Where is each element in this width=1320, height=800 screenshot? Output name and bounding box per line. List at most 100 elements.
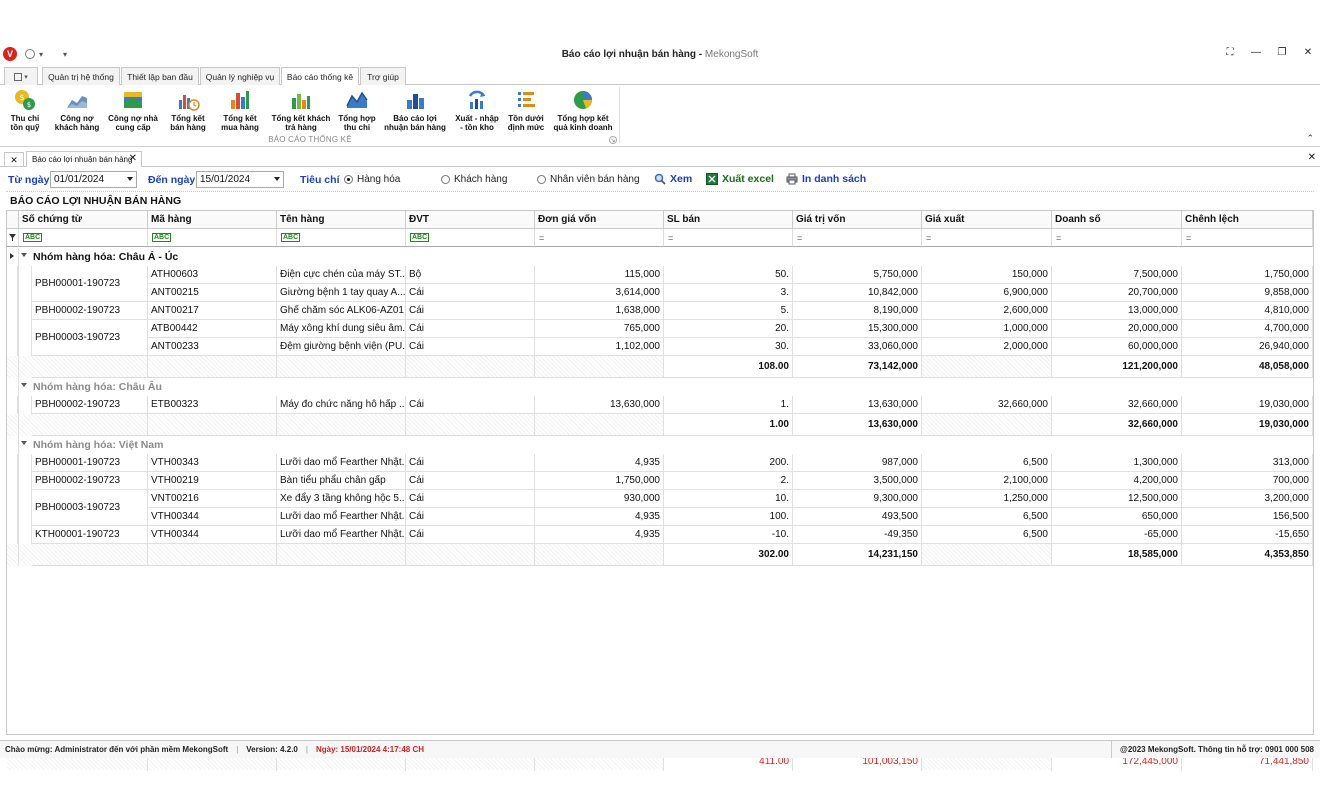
cell-cost: 930,000 [535,490,664,508]
export-excel-button[interactable]: Xuất excel [706,173,774,185]
table-row[interactable]: VTH00344 Lưỡi dao mổ Fearther Nhật... Cái 4… [7,526,1313,544]
report-grid[interactable]: Số chứng từ Mã hàng Tên hàng ĐVT Đơn giá vốn… [6,210,1314,771]
view-button[interactable]: Xem [654,173,692,185]
pie-chart-icon [571,88,595,112]
close-window-button[interactable]: ✕ [1303,47,1313,58]
group-summary-row: 302.00 14,231,150 18,585,000 4,353,850 [7,544,1313,566]
cell-cost_total: -49,350 [793,526,922,544]
filter-cell-diff[interactable]: = [1182,229,1313,247]
cong-no-nha-cung-cap-button[interactable]: Công nợ nhà cung cấp [103,88,163,132]
group-row[interactable]: Nhóm hàng hóa: Châu Á - Úc [7,248,1313,266]
cell-diff: 313,000 [1182,454,1313,472]
doc-tab-bao-cao-loi-nhuan[interactable]: Báo cáo lợi nhuận bán hàng ✕ [26,151,142,167]
filter-row-indicator-icon[interactable] [7,229,19,247]
filter-cell-qty[interactable]: = [664,229,793,247]
radio-hang-hoa[interactable]: Hàng hóa [344,174,400,185]
filter-cell-unit[interactable]: ABC [406,229,535,247]
app-logo-icon[interactable]: V [3,47,17,61]
tab-quan-tri-he-thong[interactable]: Quản trị hệ thống [42,67,120,85]
tong-ket-mua-hang-button[interactable]: Tổng kết mua hàng [210,88,270,132]
from-date-picker[interactable]: 01/01/2024 [50,171,137,188]
close-all-tabs-button[interactable]: ✕ [4,152,24,167]
chevron-down-icon [274,177,280,181]
filter-cell-doc[interactable]: ABC [19,229,148,247]
table-row[interactable]: VNT00216 Xe đẩy 3 tầng không hộc 5... Cái 9… [7,490,1313,508]
table-row[interactable]: VTH00343 Lưỡi dao mổ Fearther Nhật... Cái 4… [7,454,1313,472]
cell-revenue: -65,000 [1052,526,1182,544]
cell-name: Máy xông khí dung siêu âm... [277,320,406,338]
column-header-code[interactable]: Mã hàng [148,211,277,229]
quick-access-circle-icon[interactable] [25,49,35,59]
table-row[interactable]: ANT00233 Đệm giường bệnh viện (PU... Cái 1,… [7,338,1313,356]
column-header-diff[interactable]: Chênh lệch [1182,211,1313,229]
cell-cost: 3,614,000 [535,284,664,302]
summary-qty: 108.00 [664,356,793,378]
collapse-group-icon[interactable] [21,253,27,257]
tab-thiet-lap-ban-dau[interactable]: Thiết lập ban đầu [121,67,199,85]
window-title: Báo cáo lợi nhuận bán hàng - MekongSoft [561,48,759,60]
xuat-nhap-ton-kho-button[interactable]: Xuất - nhập - tồn kho [447,88,507,132]
to-date-picker[interactable]: 15/01/2024 [196,171,284,188]
radio-khach-hang[interactable]: Khách hàng [441,174,507,185]
cell-name: Xe đẩy 3 tầng không hộc 5... [277,490,406,508]
filter-cell-code[interactable]: ABC [148,229,277,247]
ribbon-collapse-icon[interactable]: ⌃ [1306,133,1314,143]
filter-bar: Từ ngày 01/01/2024 Đến ngày 15/01/2024 T… [0,169,1320,191]
column-header-doc[interactable]: Số chứng từ [19,211,148,229]
tab-quan-ly-nghiep-vu[interactable]: Quản lý nghiệp vụ [200,67,280,85]
tong-ket-khach-tra-hang-button[interactable]: Tổng kết khách trả hàng [270,88,332,132]
bao-cao-loi-nhuan-ban-hang-button[interactable]: Báo cáo lợi nhuận bán hàng [383,88,447,132]
filter-cell-cost[interactable]: = [535,229,664,247]
minimize-button[interactable]: — [1251,47,1261,58]
table-row[interactable]: VTH00344 Lưỡi dao mổ Fearther Nhật... Cái 4… [7,508,1313,526]
table-row[interactable]: ATH00603 Điện cực chén của máy ST... Bộ 115… [7,266,1313,284]
fullscreen-icon[interactable]: ⛶ [1226,47,1234,58]
app-menu-button[interactable]: ▾ [4,67,38,85]
collapse-group-icon[interactable] [21,383,27,387]
summary-cost_total: 13,630,000 [793,414,922,436]
filter-cell-price[interactable]: = [922,229,1052,247]
close-document-button[interactable]: ✕ [1307,152,1316,163]
tong-hop-thu-chi-button[interactable]: Tổng hợp thu chi [327,88,387,132]
group-row[interactable]: Nhóm hàng hóa: Việt Nam [7,436,1313,454]
column-header-name[interactable]: Tên hàng [277,211,406,229]
column-header-revenue[interactable]: Doanh số [1052,211,1182,229]
group-row[interactable]: Nhóm hàng hóa: Châu Âu [7,378,1313,396]
stacked-chart-icon [121,88,145,112]
tab-tro-giup[interactable]: Trợ giúp [360,67,406,85]
table-row[interactable]: ANT00217 Ghế chăm sóc ALK06-AZ01 Cái 1,638,… [7,302,1313,320]
tab-bao-cao-thong-ke[interactable]: Báo cáo thống kê [281,67,359,86]
close-tab-icon[interactable]: ✕ [128,153,137,164]
filter-cell-revenue[interactable]: = [1052,229,1182,247]
bar-clock-icon [176,88,200,112]
cell-price: 1,250,000 [922,490,1052,508]
cell-name: Điện cực chén của máy ST... [277,266,406,284]
quick-access-dropdown-icon[interactable]: ▾ [39,49,44,59]
cong-no-khach-hang-button[interactable]: Công nợ khách hàng [47,88,107,132]
column-header-qty[interactable]: SL bán [664,211,793,229]
radio-nhan-vien-ban-hang[interactable]: Nhân viên bán hàng [537,174,640,185]
table-row[interactable]: ETB00323 Máy đo chức năng hô hấp ... Cái 13… [7,396,1313,414]
filter-cell-cost_total[interactable]: = [793,229,922,247]
tong-hop-ket-qua-kinh-doanh-button[interactable]: Tổng hợp kết quả kinh doanh [550,88,616,132]
cell-doc: PBH00003-190723 [32,320,148,356]
thu-chi-ton-quy-button[interactable]: $ $ Thu chi tồn quỹ [0,88,55,132]
column-header-price[interactable]: Giá xuất [922,211,1052,229]
summary-diff: 4,353,850 [1182,544,1313,566]
table-row[interactable]: ATB00442 Máy xông khí dung siêu âm... Cái 7… [7,320,1313,338]
table-row[interactable]: VTH00219 Bàn tiểu phẩu chân gấp Cái 1,750,0… [7,472,1313,490]
column-header-cost[interactable]: Đơn giá vốn [535,211,664,229]
quick-access-customize-icon[interactable]: ▾ [63,49,68,59]
column-header-unit[interactable]: ĐVT [406,211,535,229]
ton-duoi-dinh-muc-button[interactable]: Tồn dưới định mức [496,88,556,132]
group-expand-icon[interactable]: ↘ [609,136,617,144]
column-header-cost_total[interactable]: Giá trị vốn [793,211,922,229]
restore-button[interactable]: ❐ [1277,47,1287,58]
filter-cell-name[interactable]: ABC [277,229,406,247]
report-title: BÁO CÁO LỢI NHUẬN BÁN HÀNG [10,195,182,207]
table-row[interactable]: ANT00215 Giường bệnh 1 tay quay A... Cái 3,… [7,284,1313,302]
collapse-group-icon[interactable] [21,441,27,445]
tong-ket-ban-hang-button[interactable]: Tổng kết bán hàng [158,88,218,132]
print-list-button[interactable]: In danh sách [786,173,866,185]
cell-cost: 4,935 [535,508,664,526]
